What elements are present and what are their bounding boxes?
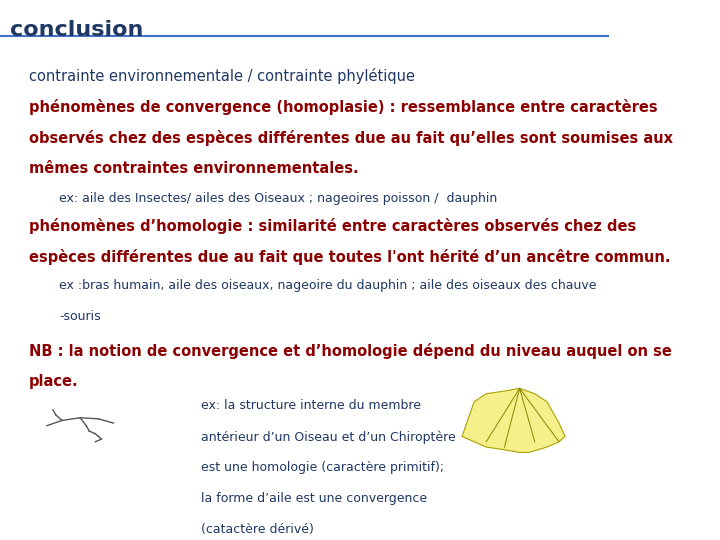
Text: la forme d’aile est une convergence: la forme d’aile est une convergence [202,492,428,505]
Text: conclusion: conclusion [11,20,144,40]
Text: observés chez des espèces différentes due au fait qu’elles sont soumises aux: observés chez des espèces différentes du… [29,130,672,146]
Text: -souris: -souris [59,310,101,323]
Text: espèces différentes due au fait que toutes l'ont hérité d’un ancêtre commun.: espèces différentes due au fait que tout… [29,248,670,265]
Polygon shape [462,388,565,453]
Text: (catactère dérivé): (catactère dérivé) [202,523,315,536]
Text: contrainte environnementale / contrainte phylétique: contrainte environnementale / contrainte… [29,68,415,84]
Text: phénomènes d’homologie : similarité entre caractères observés chez des: phénomènes d’homologie : similarité entr… [29,218,636,234]
Text: phénomènes de convergence (homoplasie) : ressemblance entre caractères: phénomènes de convergence (homoplasie) :… [29,99,657,115]
Text: mêmes contraintes environnementales.: mêmes contraintes environnementales. [29,161,359,176]
Text: ex: aile des Insectes/ ailes des Oiseaux ; nageoires poisson /  dauphin: ex: aile des Insectes/ ailes des Oiseaux… [59,192,498,205]
Text: NB : la notion de convergence et d’homologie dépend du niveau auquel on se: NB : la notion de convergence et d’homol… [29,343,672,359]
Text: place.: place. [29,374,78,389]
Text: ex: la structure interne du membre: ex: la structure interne du membre [202,399,421,412]
Text: antérieur d’un Oiseau et d’un Chiroptère: antérieur d’un Oiseau et d’un Chiroptèr… [202,430,456,443]
Text: est une homologie (caractère primitif);: est une homologie (caractère primitif); [202,461,444,474]
Text: ex :bras humain, aile des oiseaux, nageoire du dauphin ; aile des oiseaux des ch: ex :bras humain, aile des oiseaux, nageo… [59,280,596,293]
